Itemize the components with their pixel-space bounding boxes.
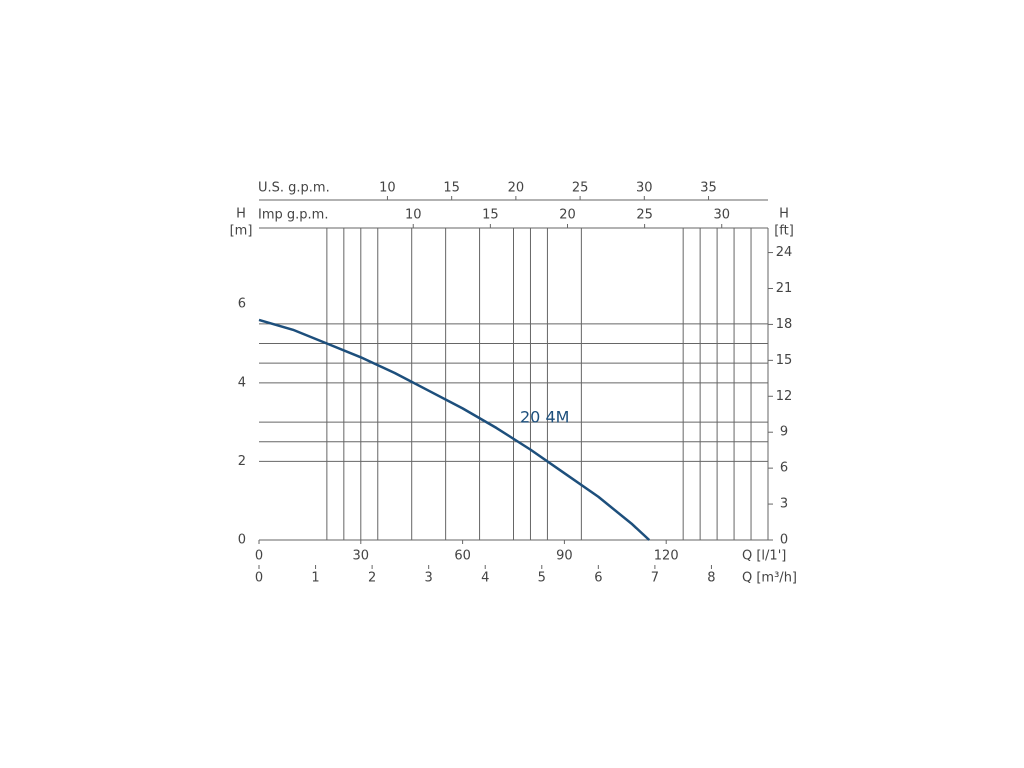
top2-axis-label: Imp g.p.m. bbox=[258, 208, 328, 223]
y-axis-label: H bbox=[236, 207, 246, 222]
x2-tick-label: 7 bbox=[651, 571, 659, 586]
x2-tick-label: 1 bbox=[311, 571, 319, 586]
x2-tick-label: 2 bbox=[368, 571, 376, 586]
top2-tick-label: 25 bbox=[636, 208, 653, 223]
x-tick-label: 60 bbox=[454, 549, 471, 564]
top-tick-label: 35 bbox=[700, 181, 717, 196]
y2-tick-label: 18 bbox=[776, 317, 793, 332]
curve bbox=[258, 318, 651, 541]
top2-tick-label: 20 bbox=[559, 208, 576, 223]
top-tick-label: 30 bbox=[636, 181, 653, 196]
top-tick-label: 10 bbox=[379, 181, 396, 196]
x-tick-label: 120 bbox=[654, 549, 679, 564]
y2-tick-label: 6 bbox=[780, 461, 788, 476]
y2-tick-label: 12 bbox=[776, 389, 793, 404]
x-tick-label: 90 bbox=[556, 549, 573, 564]
top-tick-label: 20 bbox=[508, 181, 525, 196]
y-tick-label: 0 bbox=[238, 533, 246, 548]
x2-tick-label: 6 bbox=[594, 571, 602, 586]
y-tick-label: 2 bbox=[238, 454, 246, 469]
top2-tick-label: 10 bbox=[405, 208, 422, 223]
x2-tick-label: 8 bbox=[707, 571, 715, 586]
x-tick-label: 0 bbox=[255, 549, 263, 564]
y2-tick-label: 0 bbox=[780, 533, 788, 548]
y2-axis-unit: [ft] bbox=[774, 224, 794, 239]
y2-tick-label: 15 bbox=[776, 353, 793, 368]
y2-tick-label: 24 bbox=[776, 245, 793, 260]
y2-tick-label: 3 bbox=[780, 497, 788, 512]
top-tick-label: 25 bbox=[572, 181, 589, 196]
curve-label: 20 4M bbox=[520, 408, 569, 427]
y-tick-label: 6 bbox=[238, 297, 246, 312]
top2-tick-label: 15 bbox=[482, 208, 499, 223]
top-axis-label: U.S. g.p.m. bbox=[258, 181, 330, 196]
x-axis-label: Q [l/1'] bbox=[742, 549, 786, 564]
x2-axis-label: Q [m³/h] bbox=[742, 571, 797, 586]
x2-tick-label: 3 bbox=[425, 571, 433, 586]
y-tick-label: 4 bbox=[238, 375, 246, 390]
x2-tick-label: 4 bbox=[481, 571, 489, 586]
top2-tick-label: 30 bbox=[713, 208, 730, 223]
x2-tick-label: 0 bbox=[255, 571, 263, 586]
y2-axis-label: H bbox=[779, 207, 789, 222]
y2-tick-label: 9 bbox=[780, 425, 788, 440]
x-tick-label: 30 bbox=[353, 549, 370, 564]
y-axis-unit: [m] bbox=[230, 224, 253, 239]
y2-tick-label: 21 bbox=[776, 281, 793, 296]
top-tick-label: 15 bbox=[443, 181, 460, 196]
x2-tick-label: 5 bbox=[538, 571, 546, 586]
